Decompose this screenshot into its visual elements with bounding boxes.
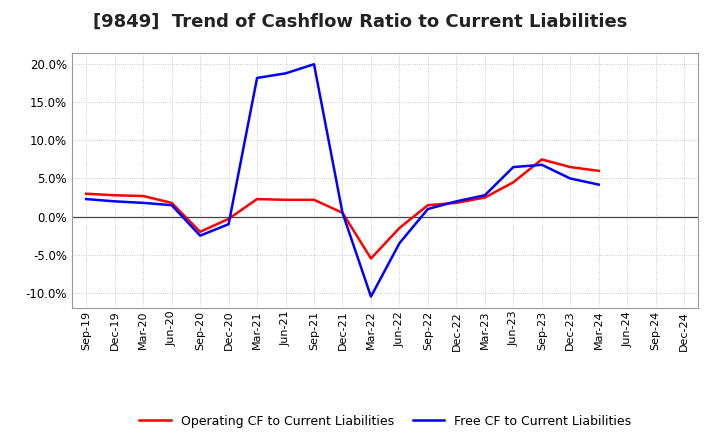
Operating CF to Current Liabilities — [537, 157, 546, 162]
Operating CF to Current Liabilities — [167, 200, 176, 205]
Operating CF to Current Liabilities — [282, 197, 290, 202]
Free CF to Current Liabilities — [196, 233, 204, 238]
Free CF to Current Liabilities — [338, 210, 347, 216]
Free CF to Current Liabilities — [167, 202, 176, 208]
Free CF to Current Liabilities — [395, 241, 404, 246]
Free CF to Current Liabilities — [139, 200, 148, 205]
Free CF to Current Liabilities — [509, 165, 518, 170]
Free CF to Current Liabilities — [282, 71, 290, 76]
Operating CF to Current Liabilities — [310, 197, 318, 202]
Free CF to Current Liabilities — [82, 196, 91, 202]
Free CF to Current Liabilities — [423, 206, 432, 212]
Free CF to Current Liabilities — [110, 199, 119, 204]
Legend: Operating CF to Current Liabilities, Free CF to Current Liabilities: Operating CF to Current Liabilities, Fre… — [135, 411, 635, 432]
Text: [9849]  Trend of Cashflow Ratio to Current Liabilities: [9849] Trend of Cashflow Ratio to Curren… — [93, 13, 627, 31]
Operating CF to Current Liabilities — [480, 195, 489, 200]
Operating CF to Current Liabilities — [595, 168, 603, 173]
Free CF to Current Liabilities — [253, 75, 261, 81]
Free CF to Current Liabilities — [566, 176, 575, 181]
Operating CF to Current Liabilities — [139, 193, 148, 198]
Operating CF to Current Liabilities — [366, 256, 375, 261]
Operating CF to Current Liabilities — [423, 202, 432, 208]
Operating CF to Current Liabilities — [338, 210, 347, 216]
Operating CF to Current Liabilities — [509, 180, 518, 185]
Operating CF to Current Liabilities — [452, 200, 461, 205]
Free CF to Current Liabilities — [452, 199, 461, 204]
Operating CF to Current Liabilities — [110, 193, 119, 198]
Operating CF to Current Liabilities — [395, 225, 404, 231]
Operating CF to Current Liabilities — [566, 165, 575, 170]
Operating CF to Current Liabilities — [225, 216, 233, 221]
Free CF to Current Liabilities — [595, 182, 603, 187]
Free CF to Current Liabilities — [225, 222, 233, 227]
Line: Free CF to Current Liabilities: Free CF to Current Liabilities — [86, 64, 599, 297]
Operating CF to Current Liabilities — [196, 229, 204, 235]
Operating CF to Current Liabilities — [253, 196, 261, 202]
Operating CF to Current Liabilities — [82, 191, 91, 196]
Line: Operating CF to Current Liabilities: Operating CF to Current Liabilities — [86, 159, 599, 258]
Free CF to Current Liabilities — [310, 62, 318, 67]
Free CF to Current Liabilities — [537, 162, 546, 168]
Free CF to Current Liabilities — [480, 193, 489, 198]
Free CF to Current Liabilities — [366, 294, 375, 299]
